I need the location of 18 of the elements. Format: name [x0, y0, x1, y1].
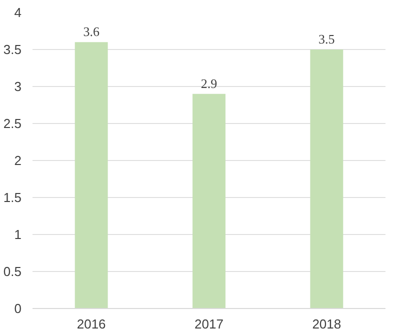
y-tick-label: 3.5 [3, 42, 22, 57]
y-tick-label: 4 [14, 5, 22, 20]
y-tick-label: 2 [14, 153, 22, 168]
data-label: 2.9 [200, 76, 218, 91]
bar [74, 42, 108, 308]
y-tick-label: 0.5 [3, 264, 22, 279]
y-tick-label: 2.5 [3, 116, 22, 131]
x-tick-label: 2016 [76, 316, 106, 331]
x-tick-label: 2018 [312, 316, 342, 331]
bar [310, 50, 344, 308]
y-tick-label: 3 [14, 79, 22, 94]
data-label: 3.5 [318, 32, 335, 46]
y-tick-label: 0 [14, 301, 22, 316]
bar [192, 94, 226, 308]
x-tick-label: 2017 [194, 316, 224, 331]
y-tick-label: 1.5 [3, 190, 22, 205]
data-label: 3.6 [83, 24, 100, 40]
y-tick-label: 1 [14, 227, 22, 242]
